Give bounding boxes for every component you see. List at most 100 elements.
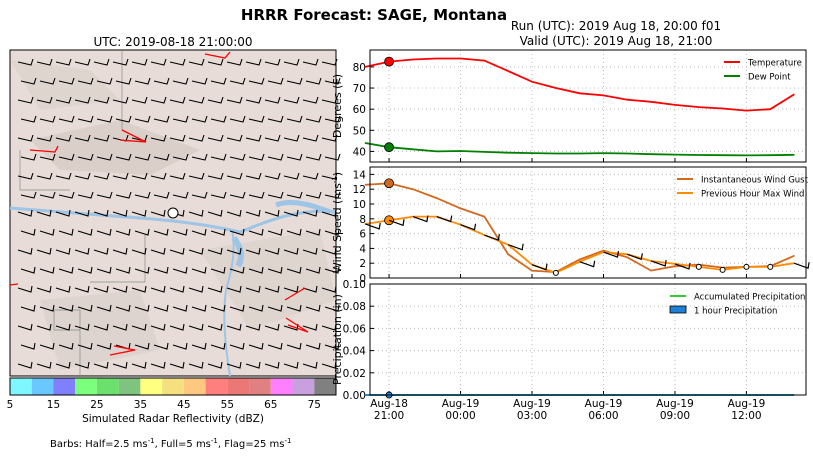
wind-barb [460,223,477,231]
colorbar-segment [270,378,293,395]
wind-barb [96,304,112,312]
data-point [722,154,724,156]
temperature-panel: 40 50 60 70 80 Degrees (F) Temperature Dew Poin… [331,49,807,163]
wind-barb [286,77,303,85]
y-axis-label: Wind Speed (ms-1) [331,172,344,273]
wind-barb [93,361,109,369]
y-tick-label: 80 [353,62,366,74]
wind-barb [74,285,90,293]
wind-barb [134,266,150,274]
wind-barb [36,134,53,142]
wind-barb [207,247,223,255]
wind-barb [188,285,204,293]
wind-barb [134,153,151,161]
legend-label: Temperature [747,59,802,69]
wind-barb [286,266,302,274]
wind-barb [302,172,319,180]
wind-barb [226,247,242,255]
colorbar-tick-label: 75 [308,399,321,411]
wind-barb [93,134,110,142]
data-point [579,92,581,94]
wind-barb [674,262,691,270]
wind-barb [302,209,318,217]
wind-barb [229,191,246,199]
data-point [602,250,605,252]
wind-barb [96,228,112,236]
wind-barb [20,77,37,85]
wind-barb [302,361,318,369]
wind-barb [305,115,322,123]
wind-barb [17,247,33,255]
wind-barb [267,266,283,274]
wind-barb [96,153,113,161]
wind-barb [286,228,302,236]
wind-barb [39,304,55,312]
wind-barb [627,253,643,261]
wind-barb [134,304,150,312]
data-point [507,253,509,255]
y-tick-label: 2 [359,258,366,270]
wind-barb [321,58,338,66]
y-tick-label: 14 [353,169,367,181]
wind-barb [74,134,91,142]
wind-barb [115,228,131,236]
wind-barb [324,342,340,350]
wind-barb [131,323,147,331]
data-point [507,152,509,154]
data-point [364,184,366,186]
wind-barb [112,209,128,217]
wind-barb [264,323,280,331]
wind-barb [207,134,224,142]
data-point [507,70,509,72]
wind-barb [172,342,188,350]
wind-barb [77,153,94,161]
data-point [626,99,628,101]
wind-barb [172,191,189,199]
y-tick-label: 0.10 [343,279,366,291]
wind-barb [77,115,94,123]
wind-barb [169,172,186,180]
wind-barb [305,304,321,312]
colorbar-segment [140,378,163,395]
data-point [674,154,676,156]
data-point [555,87,557,89]
y-tick-label: 0.00 [343,390,366,402]
wind-barb [150,361,166,369]
y-tick-label: 70 [353,83,366,95]
wind-barb [302,285,318,293]
wind-barb [153,228,169,236]
wind-barb [283,285,299,293]
wind-barb [153,191,170,199]
calm-wind-marker [767,263,774,270]
wind-barb [321,285,337,293]
wind-barb [248,304,264,312]
wind-barb [20,266,36,274]
wind-barb [321,134,338,142]
wind-barb [302,247,318,255]
wind-barb [39,342,55,350]
wind-barb [207,323,223,331]
x-tick-label: 03:00 [517,410,547,422]
wind-barb [58,266,74,274]
red-barbs [9,51,309,356]
wind-barb [321,209,337,217]
wind-barb [324,228,340,236]
colorbar-segment [249,378,271,395]
wind-barb [191,266,207,274]
wind-barb [153,115,170,123]
data-point [650,270,652,272]
wind-barb [93,58,110,66]
wind-barb [36,285,52,293]
wind-barb [226,58,243,66]
wind-barb [229,266,245,274]
data-point [555,152,557,155]
colorbar-frame [9,377,337,396]
data-point [745,110,748,112]
wind-barb [39,153,56,161]
wind-barb [283,209,299,217]
wind-barb [283,361,299,369]
wind-barb [302,134,319,142]
wind-barb [305,228,321,236]
data-point [745,154,748,157]
wind-barb [188,323,204,331]
